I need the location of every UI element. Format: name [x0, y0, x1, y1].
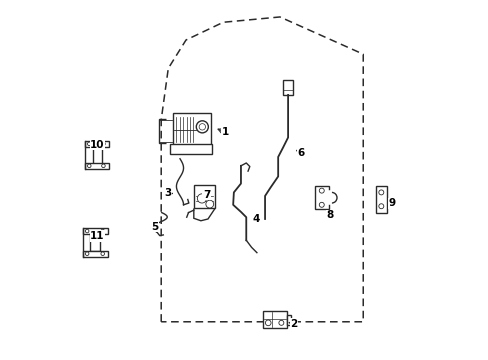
Bar	[375, 186, 386, 213]
Circle shape	[199, 123, 205, 130]
Circle shape	[319, 188, 324, 193]
Text: 1: 1	[221, 127, 228, 137]
Text: 8: 8	[326, 211, 333, 220]
Text: 11: 11	[90, 231, 104, 241]
Circle shape	[102, 164, 105, 168]
Text: 7: 7	[203, 190, 210, 200]
Circle shape	[87, 164, 91, 168]
Bar	[283, 80, 292, 95]
Circle shape	[197, 194, 206, 203]
Circle shape	[85, 229, 89, 233]
Bar	[82, 251, 108, 257]
Bar	[85, 163, 109, 169]
Circle shape	[378, 204, 383, 209]
Bar	[90, 233, 100, 251]
Bar	[82, 228, 108, 234]
Circle shape	[319, 202, 324, 207]
Text: 6: 6	[297, 148, 304, 158]
Circle shape	[87, 142, 91, 145]
Circle shape	[278, 320, 283, 325]
Circle shape	[102, 142, 105, 145]
Circle shape	[101, 229, 104, 233]
Text: 10: 10	[90, 140, 104, 149]
Circle shape	[378, 190, 383, 195]
Bar	[173, 113, 211, 145]
Circle shape	[196, 121, 208, 133]
Bar	[263, 311, 286, 328]
Circle shape	[101, 252, 104, 256]
Bar	[193, 185, 215, 208]
Bar	[170, 144, 211, 154]
Bar	[286, 315, 291, 325]
Text: 3: 3	[163, 189, 171, 198]
Text: 9: 9	[387, 198, 394, 208]
Bar	[314, 186, 328, 209]
Text: 4: 4	[252, 214, 259, 224]
Text: 5: 5	[151, 222, 159, 232]
Circle shape	[85, 252, 89, 256]
Bar	[93, 146, 102, 164]
Circle shape	[265, 320, 270, 326]
Text: 2: 2	[290, 319, 297, 329]
Bar	[85, 141, 109, 147]
Circle shape	[205, 200, 213, 208]
